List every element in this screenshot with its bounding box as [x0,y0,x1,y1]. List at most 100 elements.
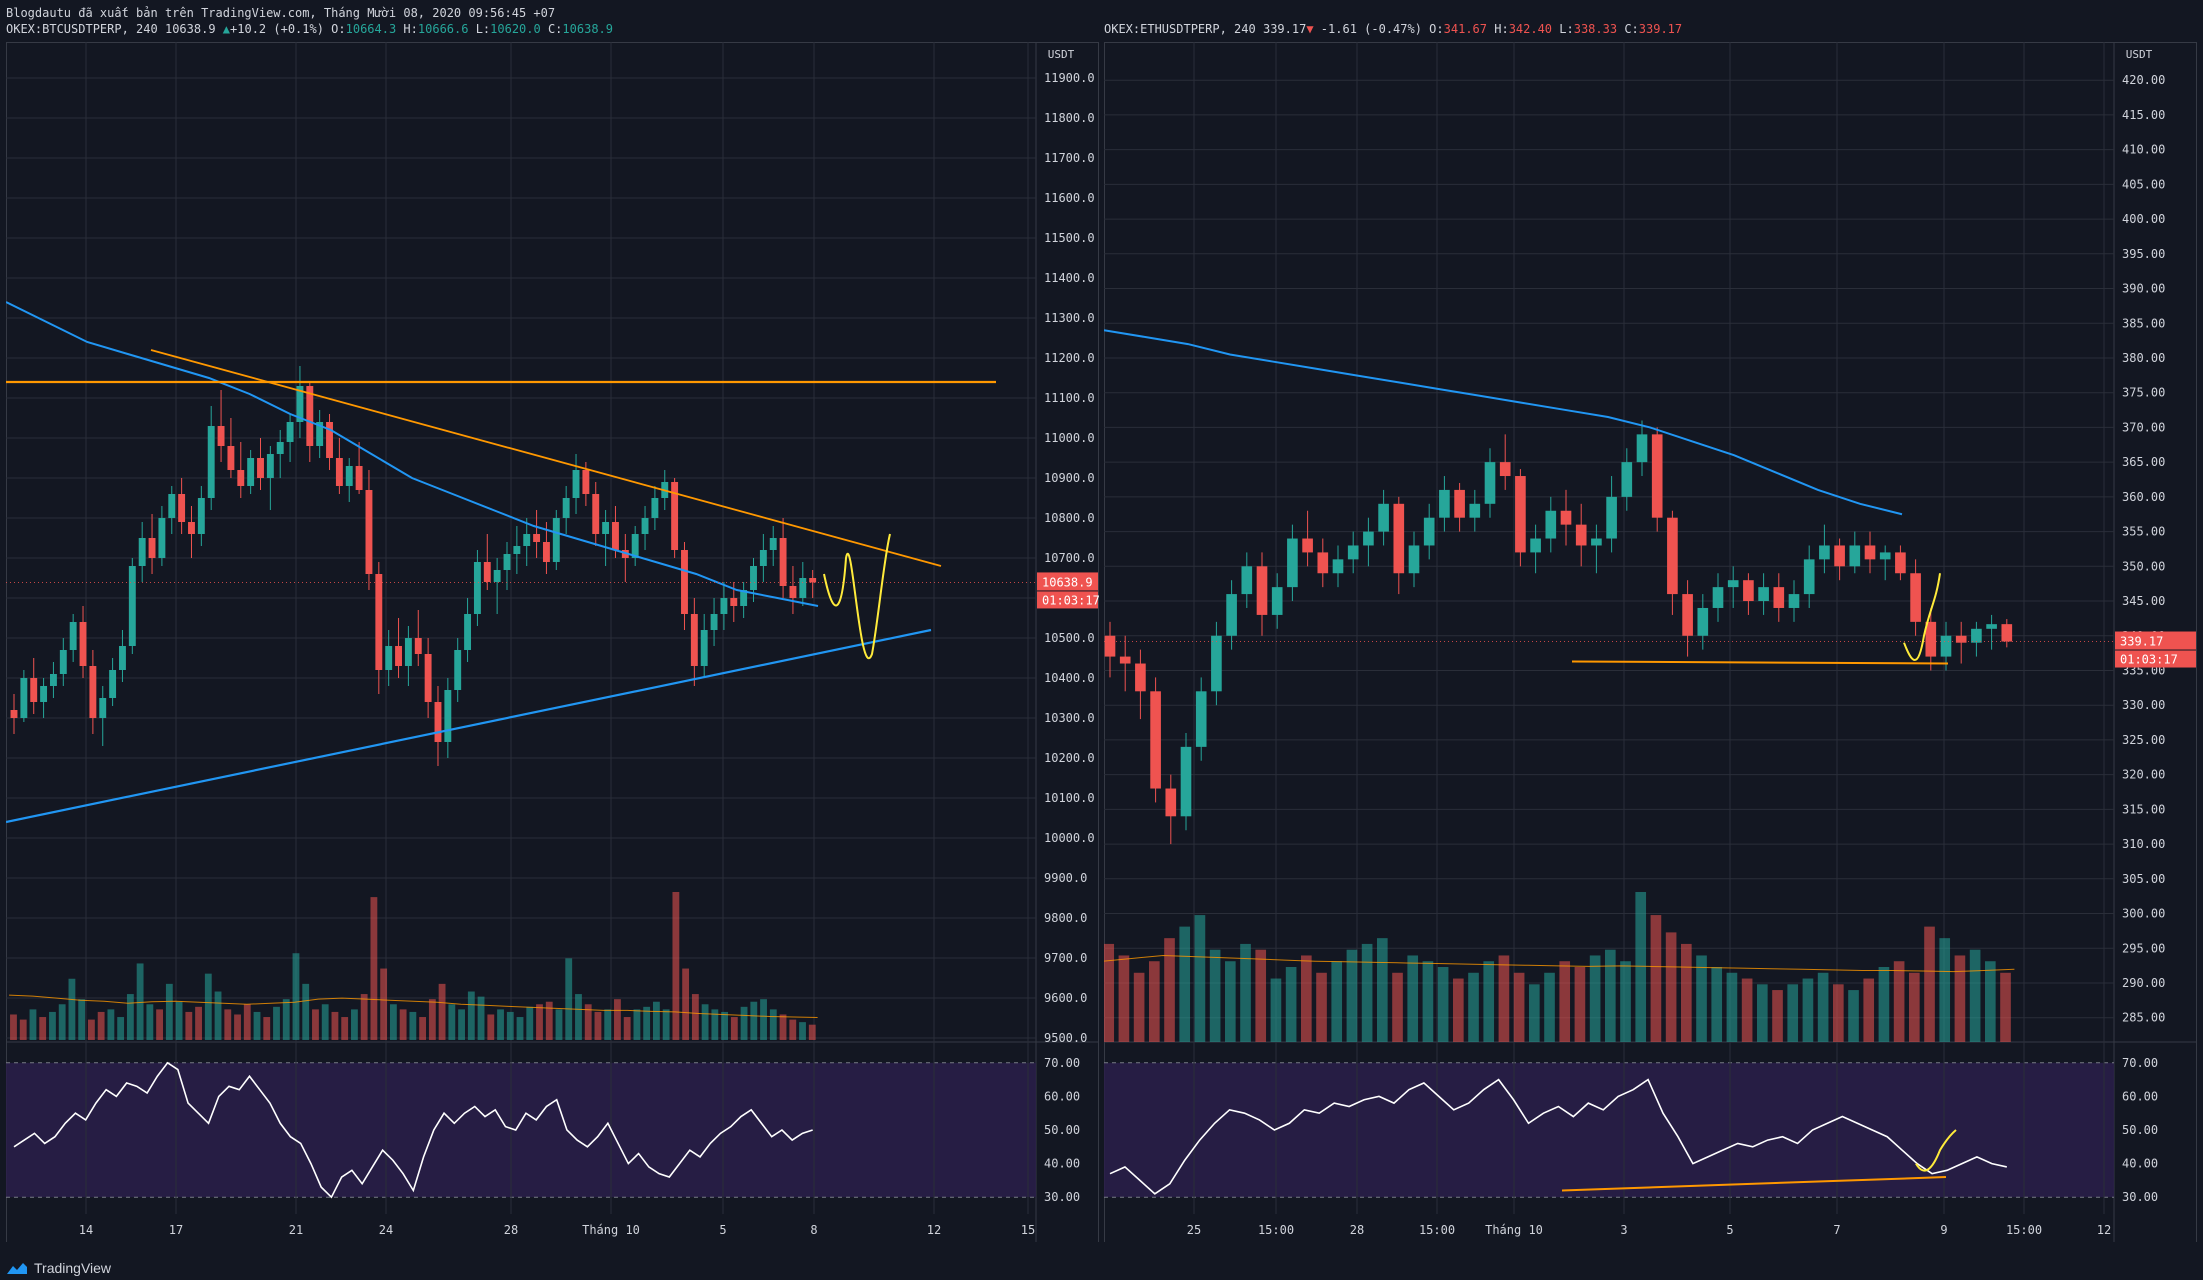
volume-bar [234,1014,241,1040]
candle-body [247,458,255,486]
candle-body [237,470,245,486]
candle-body [296,386,304,422]
volume-ma-line [1104,954,2015,973]
volume-bar [516,1017,524,1040]
price-tick-label: 315.00 [2122,802,2165,816]
currency-label: USDT [1048,48,1075,61]
price-tick-label: 370.00 [2122,420,2165,434]
candle-body [651,498,659,518]
price-tick-label: 345.00 [2122,594,2165,608]
volume-bar [1817,972,1829,1042]
volume-bar [1149,961,1160,1042]
candle-body [1363,531,1374,546]
footer-brand: TradingView [34,1260,112,1276]
candle-body [1256,566,1268,615]
candle-body [1119,656,1131,664]
rsi-tick-label: 40.00 [2122,1157,2158,1171]
volume-bar [1574,967,1586,1042]
candle-body [1575,524,1587,546]
candle-body [1591,538,1602,546]
candle-body [1211,635,1222,692]
volume-bar [497,1009,504,1040]
price-tick-label: 400.00 [2122,212,2165,226]
price-tick-label: 9600.0 [1044,991,1087,1005]
volume-bar [243,1004,251,1040]
volume-bar [487,1014,495,1040]
volume-bar [1726,972,1738,1042]
candle-body [1667,517,1678,595]
volume-bar [1741,978,1753,1042]
volume-bar [1529,984,1540,1042]
candle-body [1758,587,1769,602]
candle-body [1743,580,1754,602]
time-tick-label: 24 [379,1223,393,1237]
volume-bar [282,999,290,1040]
candle-body [404,638,412,666]
volume-bar [389,1004,397,1040]
candle-body [1788,594,1800,608]
candle-body [454,650,462,690]
candle-body [335,458,343,486]
btc-chart[interactable]: 11900.0 11800.0 11700.0 11600.0 11500.0 11400… [6,42,1099,1242]
rsi-tick-label: 70.00 [2122,1056,2158,1070]
volume-bar [253,1011,261,1040]
candle-body [523,534,531,546]
volume-bar [1468,972,1479,1042]
btc-legend: OKEX:BTCUSDTPERP, 240 10638.9 ▲+10.2 (+0… [6,22,613,36]
volume-bar [448,1004,456,1040]
volume-bar [399,1009,407,1040]
volume-bar [1483,961,1495,1042]
price-tick-label: 295.00 [2122,941,2165,955]
price-tick-label: 350.00 [2122,559,2165,573]
volume-bar [1924,926,1935,1042]
candle-body [1986,624,1997,629]
volume-bar [555,1009,563,1040]
price-badge [1037,572,1098,591]
volume-bar [1559,961,1571,1042]
candle-body [1773,587,1785,608]
price-tick-label: 290.00 [2122,976,2165,990]
volume-bar [146,1004,154,1040]
eth-change: -1.61 (-0.47%) [1320,22,1422,36]
time-tick-label: 28 [504,1223,518,1237]
candle-body [1636,434,1648,463]
volume-bar [1605,949,1616,1042]
descending-trendline [150,349,942,567]
volume-bar [643,1006,651,1040]
candle-body [227,446,235,470]
candle-body [572,470,580,498]
candle-body [1150,691,1161,789]
price-tick-label: 395.00 [2122,247,2165,261]
volume-bar [662,1009,670,1040]
rsi-line [13,1061,813,1199]
price-tick-label: 10000.0 [1044,831,1095,845]
volume-bar [1969,949,1981,1042]
eth-chart[interactable]: 420.00 415.00 410.00 405.00 400.00 395.00 390.… [1104,42,2197,1242]
candle-body [99,698,107,718]
volume-bar [1589,955,1601,1042]
volume-bar [1194,915,1206,1042]
time-tick-label: 17 [169,1223,183,1237]
candle-body [671,482,679,550]
projection-path [823,533,891,659]
volume-bar [438,983,446,1040]
candle-body [1499,462,1511,477]
volume-bar [1878,967,1890,1042]
price-tick-label: 11700.0 [1044,151,1095,165]
volume-bar [341,1017,349,1040]
moving-average-line [1104,329,1903,516]
eth-interval: 240 [1234,22,1256,36]
candle-body [562,498,570,518]
volume-bar [789,1019,797,1040]
candle-body [119,646,126,670]
candle-body [1454,489,1465,518]
volume-bar [1104,943,1115,1042]
price-badge-label: 339.17 [2120,635,2163,649]
candle-body [1819,545,1830,560]
volume-bar [351,1009,358,1040]
price-tick-label: 10200.0 [1044,751,1095,765]
candle-body [1879,552,1891,560]
candle-body [700,630,708,666]
volume-bar [1635,892,1647,1042]
candle-body [1682,594,1693,636]
